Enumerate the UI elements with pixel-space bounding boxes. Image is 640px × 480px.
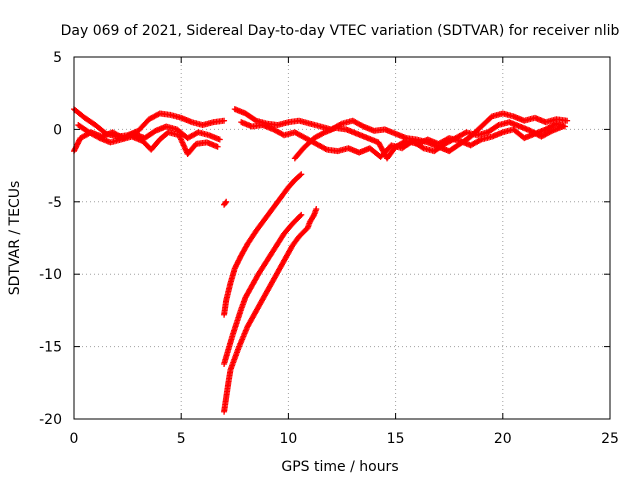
series-isolated	[221, 198, 230, 208]
plus-marker	[223, 198, 230, 205]
plus-marker	[298, 211, 305, 218]
plus-marker	[297, 212, 304, 219]
y-axis-label: SDTVAR / TECUs	[7, 181, 23, 296]
series-track-c	[75, 122, 221, 158]
plus-marker	[494, 122, 501, 129]
plus-marker	[419, 144, 426, 151]
plus-marker	[564, 117, 571, 124]
series-track-h	[221, 211, 305, 367]
x-tick-label: 0	[70, 431, 79, 447]
plus-marker	[252, 116, 259, 123]
y-tick-label: 0	[53, 122, 62, 138]
grid-lines	[74, 57, 610, 419]
y-tick-label: -20	[39, 412, 62, 428]
plus-marker	[320, 130, 327, 137]
plus-marker	[298, 171, 305, 178]
y-tick-label: -10	[39, 267, 62, 283]
plus-marker	[547, 128, 554, 135]
plus-marker	[310, 213, 317, 220]
chart-title: Day 069 of 2021, Sidereal Day-to-day VTE…	[61, 23, 620, 39]
x-tick-label: 5	[177, 431, 186, 447]
series-track-a	[71, 106, 228, 140]
x-tick-label: 20	[494, 431, 512, 447]
series-track-i	[221, 171, 305, 318]
plus-marker	[216, 136, 223, 143]
x-tick-label: 10	[279, 431, 297, 447]
plus-marker	[214, 143, 221, 150]
plot-frame	[73, 56, 611, 420]
y-tick-label: -15	[39, 340, 62, 356]
x-tick-label: 15	[387, 431, 405, 447]
plus-marker	[477, 137, 484, 144]
data-points	[71, 106, 571, 415]
plus-marker	[359, 122, 366, 129]
plus-marker	[297, 172, 304, 179]
y-tick-label: 5	[53, 50, 62, 66]
plus-marker	[95, 134, 102, 141]
series-track-g	[221, 206, 320, 415]
plus-marker	[322, 145, 329, 152]
axis-ticks: 0 5 10 15 20 25 -20 -15 -10 -5 0 5	[39, 50, 619, 447]
x-axis-label: GPS time / hours	[281, 459, 398, 475]
x-tick-label: 25	[601, 431, 619, 447]
series-track-b	[71, 123, 223, 155]
series-track-f	[291, 120, 568, 162]
plus-marker	[561, 123, 568, 130]
y-tick-label: -5	[48, 195, 62, 211]
plus-marker	[221, 117, 228, 124]
plus-marker	[222, 199, 229, 206]
plus-marker	[313, 206, 320, 213]
